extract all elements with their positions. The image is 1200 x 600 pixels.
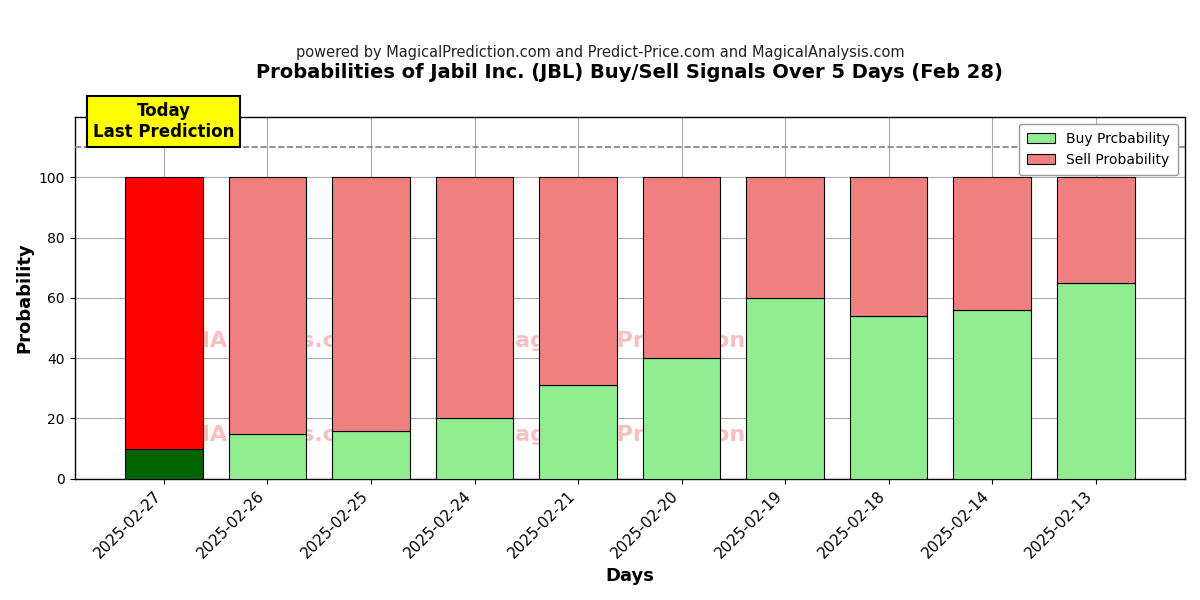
Text: powered by MagicalPrediction.com and Predict-Price.com and MagicalAnalysis.com: powered by MagicalPrediction.com and Pre… bbox=[295, 45, 905, 60]
Text: calAnalysis.com: calAnalysis.com bbox=[174, 331, 374, 351]
Bar bbox=[332, 431, 410, 479]
Text: lPrediction.com: lPrediction.com bbox=[610, 425, 806, 445]
Bar bbox=[125, 449, 203, 479]
Legend: Buy Prcbability, Sell Probability: Buy Prcbability, Sell Probability bbox=[1019, 124, 1178, 175]
Bar bbox=[850, 177, 928, 316]
Bar bbox=[229, 434, 306, 479]
Y-axis label: Probability: Probability bbox=[16, 242, 34, 353]
Bar bbox=[539, 385, 617, 479]
Bar bbox=[229, 177, 306, 434]
Bar bbox=[953, 177, 1031, 310]
Text: Magical: Magical bbox=[493, 331, 589, 351]
Bar bbox=[436, 418, 514, 479]
Bar bbox=[850, 316, 928, 479]
Bar bbox=[1057, 177, 1134, 283]
Bar bbox=[746, 298, 824, 479]
X-axis label: Days: Days bbox=[605, 567, 654, 585]
Bar bbox=[436, 177, 514, 418]
Bar bbox=[643, 358, 720, 479]
Text: Today
Last Prediction: Today Last Prediction bbox=[94, 102, 235, 141]
Text: calAnalysis.com: calAnalysis.com bbox=[174, 425, 374, 445]
Bar bbox=[643, 177, 720, 358]
Title: Probabilities of Jabil Inc. (JBL) Buy/Sell Signals Over 5 Days (Feb 28): Probabilities of Jabil Inc. (JBL) Buy/Se… bbox=[257, 63, 1003, 82]
Text: lPrediction.com: lPrediction.com bbox=[610, 331, 806, 351]
Bar bbox=[1057, 283, 1134, 479]
Bar bbox=[332, 177, 410, 431]
Bar bbox=[953, 310, 1031, 479]
Text: Magical: Magical bbox=[493, 425, 589, 445]
Bar bbox=[539, 177, 617, 385]
Bar bbox=[746, 177, 824, 298]
Bar bbox=[125, 177, 203, 449]
